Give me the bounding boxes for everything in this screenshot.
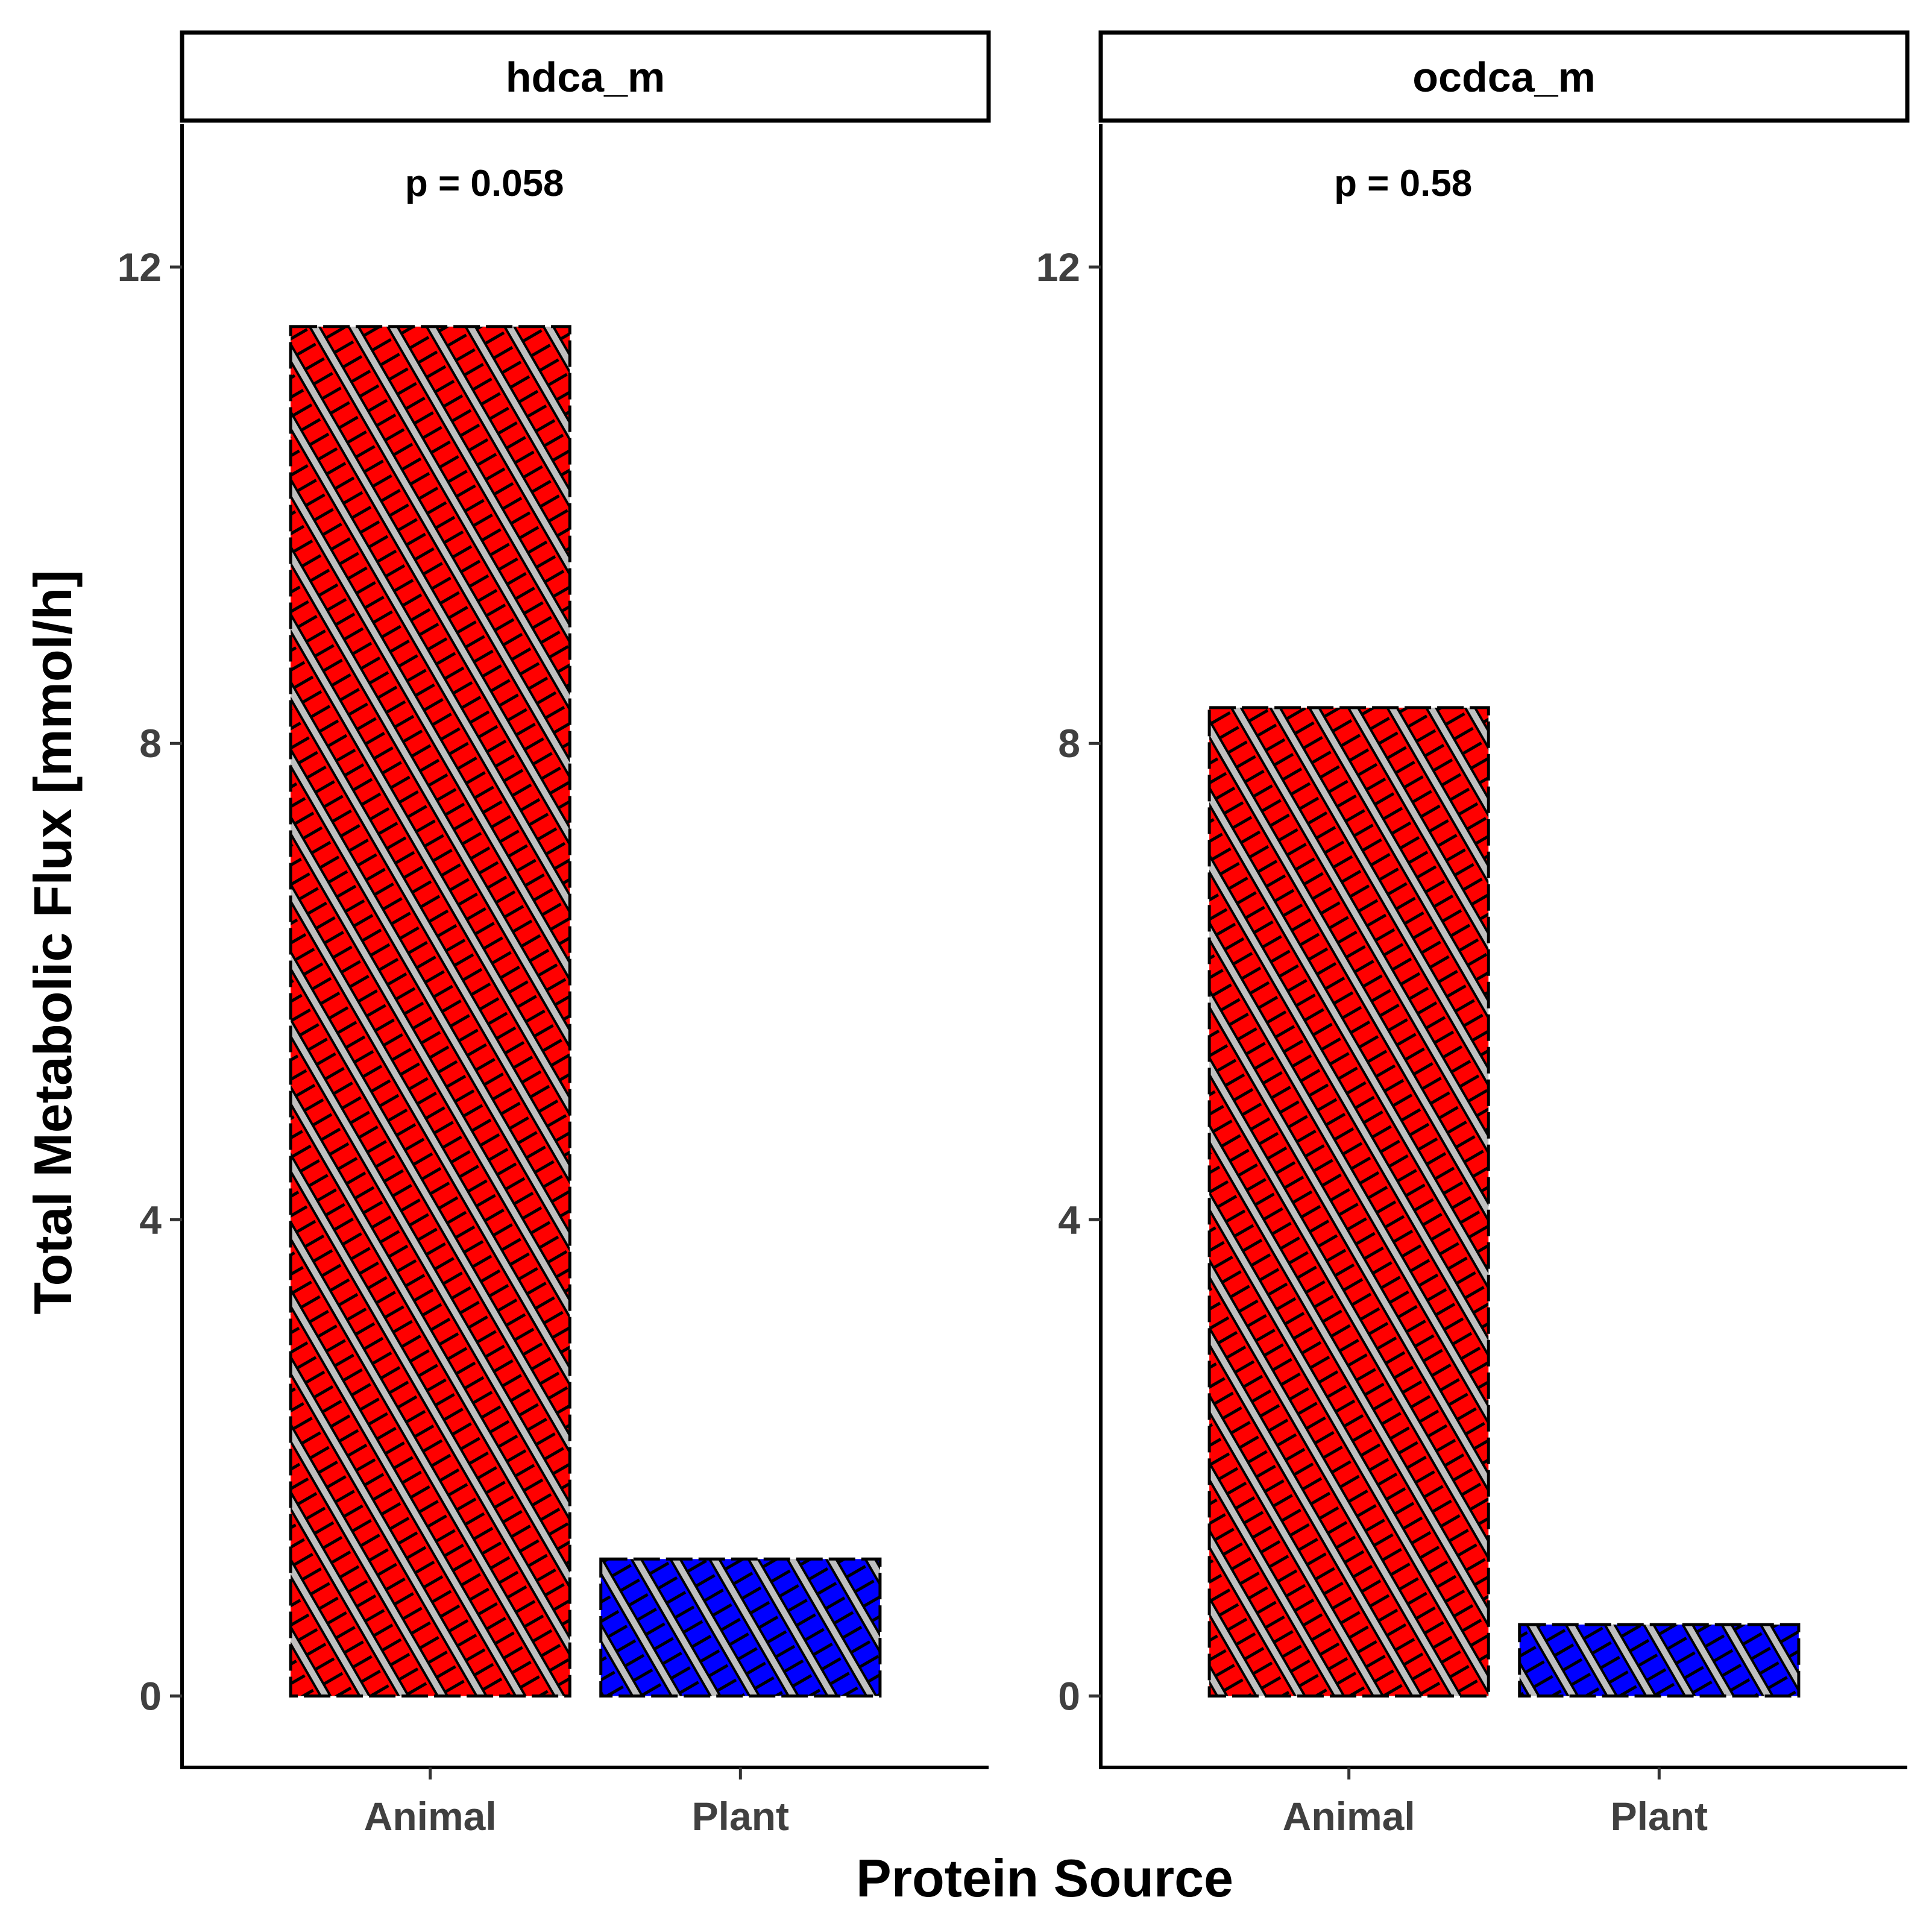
facet-strip <box>1098 30 1910 123</box>
bar-plant <box>599 1557 882 1698</box>
y-tick-label: 4 <box>139 1197 162 1242</box>
y-tick-label: 8 <box>139 721 162 766</box>
y-tick-label: 12 <box>1036 245 1080 289</box>
y-tick-label: 8 <box>1058 721 1080 766</box>
y-axis-title: Total Metabolic Flux [mmol/h] <box>23 570 83 1314</box>
bar-plant <box>1518 1623 1801 1698</box>
x-tick-label: Animal <box>364 1794 497 1839</box>
facet-panel-ocdca_m: ocdca_m 0 4 8 12 Animal Plant p = 0.58 <box>1036 30 1910 1839</box>
x-axis-title: Protein Source <box>856 1848 1233 1908</box>
facet-panel-hdca_m: hdca_m 0 4 8 12 Animal Plant p = 0.058 <box>118 30 991 1839</box>
y-tick-label: 0 <box>139 1673 162 1718</box>
facet-title: ocdca_m <box>1412 54 1595 101</box>
x-tick-label: Plant <box>692 1794 789 1839</box>
x-tick-label: Plant <box>1611 1794 1708 1839</box>
p-value-annotation: p = 0.58 <box>1334 163 1472 204</box>
bar-animal <box>289 325 571 1698</box>
bar-animal <box>1207 706 1490 1698</box>
y-tick-label: 4 <box>1058 1197 1080 1242</box>
facet-strip <box>180 30 991 123</box>
p-value-annotation: p = 0.058 <box>405 163 564 204</box>
y-tick-label: 0 <box>1058 1673 1080 1718</box>
x-tick-label: Animal <box>1283 1794 1415 1839</box>
facet-title: hdca_m <box>506 54 666 101</box>
y-tick-label: 12 <box>118 245 162 289</box>
